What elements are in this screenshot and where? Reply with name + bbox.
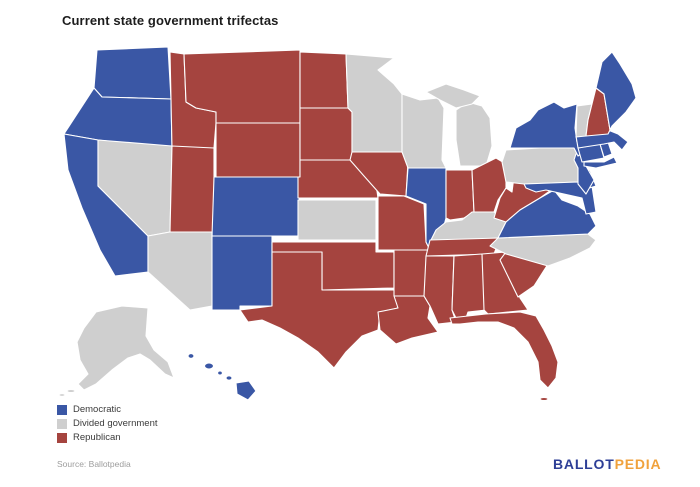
state-nd[interactable] (299, 51, 349, 109)
democratic-swatch-icon (57, 404, 67, 415)
state-ks[interactable] (297, 199, 377, 241)
page-title: Current state government trifectas (62, 13, 279, 28)
state-ny-main[interactable] (509, 101, 587, 157)
state-wy[interactable] (215, 122, 301, 178)
legend-item-republican: Republican (57, 432, 158, 443)
state-mn[interactable] (345, 53, 403, 153)
state-hi[interactable] (187, 353, 257, 401)
state-nm[interactable] (211, 235, 273, 311)
legend: Democratic Divided government Republican (57, 404, 158, 443)
state-wa[interactable] (93, 46, 172, 100)
state-va[interactable] (497, 189, 597, 239)
state-mi-lower[interactable] (455, 101, 493, 167)
legend-item-democratic: Democratic (57, 404, 158, 415)
state-ak[interactable] (58, 305, 175, 397)
legend-label: Divided government (73, 418, 158, 429)
state-me[interactable] (595, 51, 637, 131)
ballotpedia-logo: BALLOTPEDIA (553, 456, 661, 472)
state-wi[interactable] (401, 93, 447, 169)
state-co[interactable] (211, 176, 301, 237)
state-ut[interactable] (169, 145, 215, 233)
legend-item-divided: Divided government (57, 418, 158, 429)
state-tx[interactable] (239, 251, 399, 369)
divided-swatch-icon (57, 418, 67, 429)
state-ny-long-island[interactable] (583, 156, 618, 169)
state-fl-keys[interactable] (539, 396, 549, 402)
logo-text-ballot: BALLOT (553, 456, 615, 472)
state-nc[interactable] (489, 233, 597, 267)
state-fl[interactable] (449, 311, 559, 389)
legend-label: Democratic (73, 404, 122, 415)
state-mi-upper[interactable] (425, 83, 481, 109)
logo-text-pedia: PEDIA (614, 456, 662, 472)
state-az[interactable] (147, 231, 213, 311)
state-mo[interactable] (377, 195, 431, 251)
state-sd[interactable] (299, 107, 353, 161)
republican-swatch-icon (57, 432, 67, 443)
state-pa[interactable] (501, 145, 579, 185)
legend-label: Republican (73, 432, 121, 443)
state-in[interactable] (445, 169, 475, 221)
state-al[interactable] (451, 253, 487, 319)
source-attribution: Source: Ballotpedia (57, 459, 131, 469)
